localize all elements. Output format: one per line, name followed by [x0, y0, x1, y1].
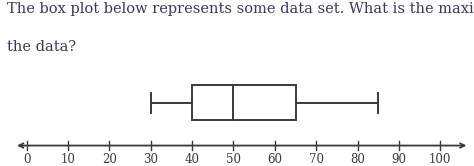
Text: 0: 0: [23, 153, 30, 166]
Text: 90: 90: [392, 153, 406, 166]
Text: 60: 60: [267, 153, 283, 166]
Text: the data?: the data?: [7, 40, 76, 54]
Text: 40: 40: [184, 153, 200, 166]
Bar: [192, 85, 295, 121]
Text: 80: 80: [350, 153, 365, 166]
Text: 10: 10: [61, 153, 75, 166]
Text: 70: 70: [309, 153, 324, 166]
Text: The box plot below represents some data set. What is the maximum value of: The box plot below represents some data …: [7, 2, 474, 16]
Text: 50: 50: [226, 153, 241, 166]
Text: 20: 20: [102, 153, 117, 166]
Text: 100: 100: [429, 153, 452, 166]
Text: 30: 30: [143, 153, 158, 166]
